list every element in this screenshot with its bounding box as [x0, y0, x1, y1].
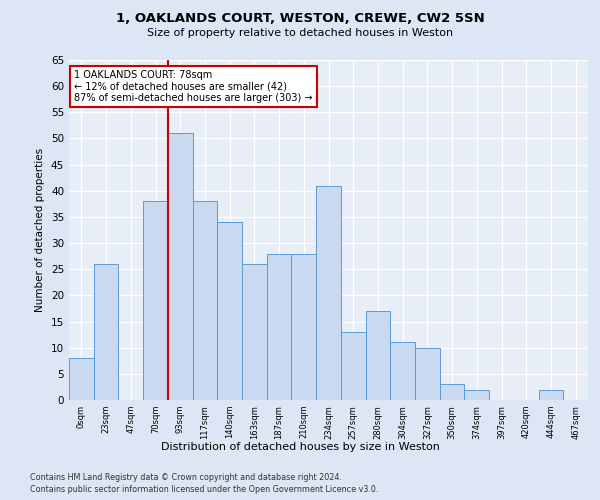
Bar [94, 264, 118, 400]
Text: Size of property relative to detached houses in Weston: Size of property relative to detached ho… [147, 28, 453, 38]
Bar [365, 311, 390, 400]
Bar [415, 348, 440, 400]
Y-axis label: Number of detached properties: Number of detached properties [35, 148, 46, 312]
Text: 1 OAKLANDS COURT: 78sqm
← 12% of detached houses are smaller (42)
87% of semi-de: 1 OAKLANDS COURT: 78sqm ← 12% of detache… [74, 70, 313, 103]
Bar [292, 254, 316, 400]
Bar [539, 390, 563, 400]
Bar [242, 264, 267, 400]
Bar [69, 358, 94, 400]
Bar [464, 390, 489, 400]
Bar [390, 342, 415, 400]
Bar [341, 332, 365, 400]
Text: Contains public sector information licensed under the Open Government Licence v3: Contains public sector information licen… [30, 485, 379, 494]
Bar [143, 201, 168, 400]
Bar [217, 222, 242, 400]
Bar [316, 186, 341, 400]
Text: Distribution of detached houses by size in Weston: Distribution of detached houses by size … [161, 442, 439, 452]
Text: 1, OAKLANDS COURT, WESTON, CREWE, CW2 5SN: 1, OAKLANDS COURT, WESTON, CREWE, CW2 5S… [116, 12, 484, 26]
Bar [267, 254, 292, 400]
Bar [440, 384, 464, 400]
Bar [168, 133, 193, 400]
Text: Contains HM Land Registry data © Crown copyright and database right 2024.: Contains HM Land Registry data © Crown c… [30, 472, 342, 482]
Bar [193, 201, 217, 400]
